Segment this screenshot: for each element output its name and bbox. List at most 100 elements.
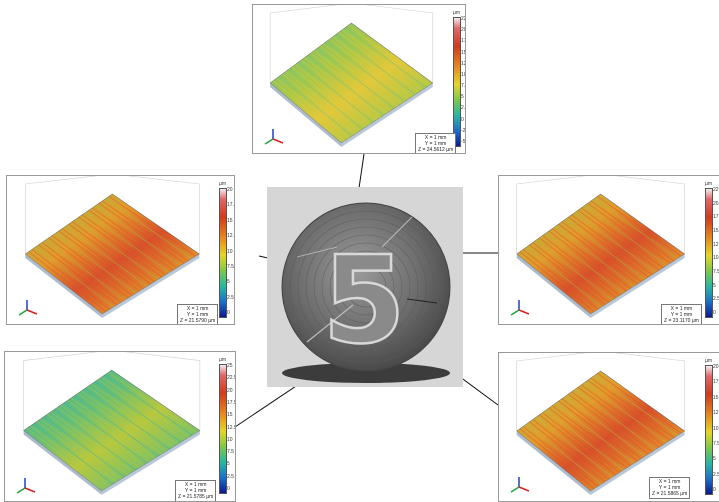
scale-tick-label: 5 (713, 456, 716, 463)
scale-tick-label: 7.5 (713, 440, 719, 447)
legend-y: Y = 1 mm (670, 312, 693, 318)
legend-z: Z = 21.5785 µm (178, 494, 214, 500)
axes-triad-icon (264, 129, 284, 145)
embossed-digit: 5 (322, 232, 406, 371)
scale-tick-label: 0 (227, 310, 230, 316)
dimension-legend: X = 1 mm Y = 1 mm Z = 21.5785 µm (175, 480, 217, 501)
scale-tick-label: 15 (713, 394, 719, 401)
scale-tick-label: 17.5 (461, 38, 465, 45)
scale-tick-label: 22.5 (227, 375, 236, 382)
scale-tick-labels: 22.5 20 17.5 15 12.5 10 7.5 5 2.5 0 -2.5 -5 (461, 16, 466, 145)
scale-tick-label: 10 (713, 425, 719, 432)
scale-tick-label: 2.5 (227, 473, 234, 480)
legend-y: Y = 1 mm (658, 485, 681, 491)
scale-tick-label: 20 (713, 364, 719, 370)
scale-tick-label: 12.5 (461, 60, 465, 67)
color-scale-bar (705, 365, 713, 495)
scale-unit: µm (705, 358, 713, 364)
scale-tick-label: 15 (227, 412, 233, 419)
surface-plot (516, 353, 686, 495)
scale-tick-label: 10 (461, 71, 465, 78)
scale-tick-label: 17.5 (713, 379, 719, 386)
surface-plot (269, 5, 434, 147)
axes-triad-icon (18, 300, 38, 316)
color-scale-bar (453, 17, 461, 147)
scale-tick-label: 10 (713, 255, 719, 262)
scale-tick-label: 25 (227, 363, 233, 369)
legend-x: X = 1 mm (186, 306, 209, 312)
legend-x: X = 1 mm (670, 306, 693, 312)
color-scale-bar (705, 188, 713, 318)
scale-tick-label: 20 (227, 387, 233, 394)
scale-tick-label: 12.5 (227, 424, 236, 431)
color-scale-bar (219, 188, 227, 318)
surface-panel-right-upper: µm 22.5 20 17.5 15 12.5 10 7.5 5 2.5 0 X = 1 mm Y… (498, 175, 719, 325)
axes-triad-icon (16, 478, 36, 494)
legend-y: Y = 1 mm (424, 141, 447, 147)
scale-tick-label: 12.5 (713, 241, 719, 248)
scale-unit: µm (453, 10, 461, 16)
scale-tick-label: 17.5 (227, 202, 234, 209)
scale-tick-label: -2.5 (461, 127, 466, 134)
surface-panel-top: µm 22.5 20 17.5 15 12.5 10 7.5 5 2.5 0 -2.5 -5 X = … (252, 4, 466, 154)
surface-panel-left-lower: µm 25 22.5 20 17.5 15 12.5 10 7.5 5 2.5 0 X = 1 mm… (4, 351, 236, 502)
scale-tick-label: 12.5 (227, 233, 234, 240)
scale-tick-label: 2.5 (461, 105, 466, 112)
legend-x: X = 1 mm (658, 479, 681, 485)
scale-tick-label: 20 (713, 200, 719, 207)
scale-unit: µm (219, 357, 227, 363)
scale-tick-label: 7.5 (227, 263, 234, 270)
legend-x: X = 1 mm (424, 135, 447, 141)
scale-tick-label: 5 (227, 279, 230, 286)
scale-tick-label: 12.5 (713, 410, 719, 417)
coin-photo: 5 (267, 187, 463, 387)
legend-z: Z = 21.5790 µm (180, 318, 216, 324)
scale-tick-label: 0 (713, 310, 716, 316)
surface-plot (24, 176, 200, 318)
legend-z: Z = 24.5612 µm (418, 147, 454, 153)
dimension-legend: X = 1 mm Y = 1 mm Z = 21.5865 µm (649, 477, 691, 499)
scale-tick-labels: 25 22.5 20 17.5 15 12.5 10 7.5 5 2.5 0 (227, 363, 236, 492)
axes-triad-icon (510, 300, 530, 316)
scale-tick-label: 22.5 (461, 16, 465, 22)
scale-tick-label: 5 (713, 282, 716, 289)
dimension-legend: X = 1 mm Y = 1 mm Z = 21.5790 µm (177, 304, 219, 324)
scale-tick-label: 15 (227, 217, 233, 224)
scale-tick-label: 0 (227, 486, 230, 492)
scale-tick-label: 2.5 (227, 294, 234, 301)
surface-panel-left-upper: µm 20 17.5 15 12.5 10 7.5 5 2.5 0 X = 1 mm Y = 1… (6, 175, 235, 325)
scale-tick-label: 20 (227, 187, 233, 193)
scale-tick-label: 10 (227, 248, 233, 255)
legend-y: Y = 1 mm (186, 312, 209, 318)
scale-tick-label: 5 (227, 461, 230, 468)
dimension-legend: X = 1 mm Y = 1 mm Z = 23.1170 µm (661, 304, 702, 324)
scale-tick-label: 7.5 (227, 449, 234, 456)
scale-tick-label: 2.5 (713, 296, 719, 303)
scale-tick-label: 0 (713, 487, 716, 493)
scale-tick-labels: 20 17.5 15 12.5 10 7.5 5 2.5 0 (713, 365, 719, 493)
scale-tick-label: 2.5 (713, 471, 719, 478)
legend-x: X = 1 mm (184, 482, 207, 488)
scale-tick-label: 20 (461, 27, 465, 34)
scale-tick-label: 5 (461, 94, 464, 101)
color-scale-bar (219, 364, 227, 494)
scale-tick-label: 17.5 (713, 214, 719, 221)
legend-y: Y = 1 mm (184, 488, 207, 494)
legend-z: Z = 23.1170 µm (664, 318, 699, 324)
scale-tick-labels: 22.5 20 17.5 15 12.5 10 7.5 5 2.5 0 (713, 188, 719, 316)
scale-unit: µm (705, 181, 713, 187)
scale-tick-label: -5 (461, 139, 466, 145)
legend-z: Z = 21.5865 µm (652, 491, 688, 497)
surface-panel-right-lower: µm 20 17.5 15 12.5 10 7.5 5 2.5 0 X = 1 mm Y = 1… (498, 352, 719, 502)
scale-tick-label: 15 (713, 228, 719, 234)
scale-unit: µm (219, 181, 227, 187)
scale-tick-label: 17.5 (227, 399, 236, 406)
scale-tick-label: 7.5 (713, 269, 719, 275)
scale-tick-label: 10 (227, 436, 233, 443)
scale-tick-label: 7.5 (461, 83, 466, 90)
scale-tick-label: 15 (461, 49, 465, 56)
dimension-legend: X = 1 mm Y = 1 mm Z = 24.5612 µm (415, 133, 457, 153)
scale-tick-label: 22.5 (713, 187, 719, 193)
surface-plot (23, 352, 201, 495)
surface-plot (516, 176, 686, 318)
